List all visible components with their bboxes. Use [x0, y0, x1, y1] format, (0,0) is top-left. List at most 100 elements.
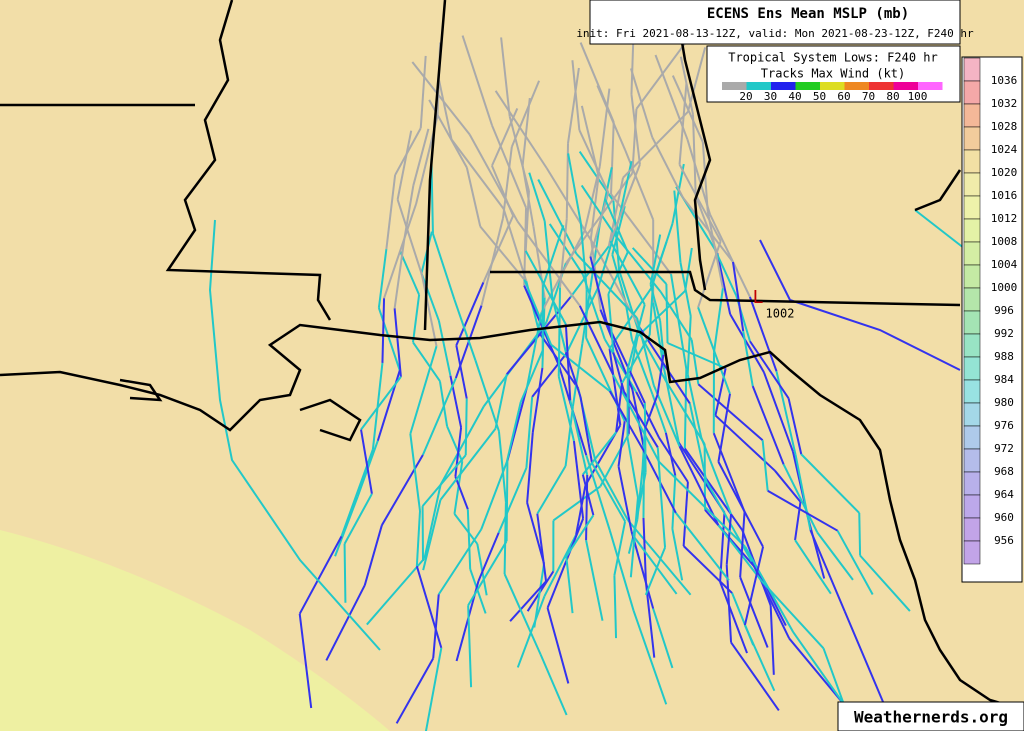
track-segment — [607, 293, 615, 353]
track-segment — [467, 540, 508, 606]
track-segment — [565, 286, 600, 355]
coastline — [119, 378, 163, 402]
track-segment — [510, 80, 541, 148]
track-segment — [531, 353, 567, 398]
track-segment — [415, 565, 443, 649]
track-segment — [578, 305, 615, 376]
track-segment — [298, 535, 343, 615]
track-segment — [671, 163, 685, 224]
track-segment — [575, 253, 638, 319]
pressure-swatch — [963, 356, 981, 381]
track-segment — [671, 528, 684, 581]
pressure-label: 988 — [994, 350, 1014, 363]
track-segment — [667, 342, 727, 370]
track-segment — [763, 371, 794, 453]
track-segment — [717, 393, 731, 462]
track-segment — [843, 610, 885, 704]
track-segment — [543, 220, 554, 298]
track-segment — [605, 321, 646, 404]
tracks — [208, 29, 981, 731]
track-segment — [437, 528, 483, 595]
track-segment — [579, 396, 594, 464]
track-segment — [658, 461, 746, 548]
track-segment — [438, 80, 453, 140]
track-segment — [579, 222, 588, 290]
track-segment — [678, 445, 720, 526]
track-segment — [686, 315, 692, 375]
track-segment — [524, 250, 567, 325]
track-segment — [682, 545, 733, 594]
track-segment — [610, 122, 615, 195]
coastline — [299, 398, 362, 442]
track-segment — [688, 403, 708, 482]
track-segment — [589, 224, 601, 288]
track-segment — [652, 302, 665, 365]
track-segment — [739, 576, 769, 648]
track-segment — [366, 557, 426, 626]
track-segment — [572, 440, 585, 519]
wind-label: 80 — [886, 90, 899, 103]
track-segment — [360, 376, 402, 431]
track-segment — [497, 431, 507, 503]
credit-box — [837, 701, 1024, 731]
track-segment — [686, 47, 707, 113]
track-segment — [617, 466, 633, 532]
track-segment — [697, 307, 731, 395]
track-segment — [580, 184, 616, 236]
pressure-label: 968 — [994, 465, 1014, 478]
track-segment — [624, 149, 655, 221]
pressure-swatch — [963, 80, 981, 105]
track-segment — [446, 425, 464, 462]
track-segment — [671, 475, 677, 529]
coastline — [0, 320, 1024, 712]
track-segment — [325, 584, 366, 661]
track-segment — [743, 624, 776, 692]
track-segment — [383, 203, 418, 299]
track-segment — [719, 581, 748, 654]
track-segment — [494, 90, 548, 169]
track-segment — [474, 359, 500, 432]
track-segment — [501, 146, 513, 219]
track-segment — [343, 543, 347, 603]
wind-swatch — [771, 82, 796, 90]
track-segment — [411, 61, 471, 136]
track-segment — [569, 400, 589, 476]
track-segment — [454, 476, 469, 510]
pressure-swatch — [963, 264, 981, 289]
track-segment — [545, 167, 599, 253]
track-segment — [712, 432, 746, 513]
track-segment — [536, 465, 567, 515]
track-segment — [589, 176, 600, 239]
low-symbol: L — [753, 287, 764, 308]
wind-label: 100 — [908, 90, 928, 103]
track-segment — [697, 240, 722, 308]
pressure-label: 960 — [994, 511, 1014, 524]
track-segment — [594, 459, 629, 521]
track-segment — [455, 345, 468, 399]
track-segment — [467, 605, 473, 688]
track-segment — [582, 431, 617, 476]
track-segment — [787, 398, 803, 455]
track-segment — [432, 594, 440, 659]
track-segment — [589, 256, 608, 322]
track-segment — [809, 529, 846, 612]
track-segment — [437, 320, 452, 377]
track-segment — [454, 427, 463, 477]
track-segment — [523, 279, 553, 346]
track-segment — [670, 273, 688, 370]
track-segment — [409, 433, 421, 512]
track-segment — [548, 223, 584, 276]
track-segment — [704, 509, 760, 573]
state-border — [914, 169, 962, 212]
track-segment — [800, 453, 860, 514]
pressure-label: 964 — [994, 488, 1014, 501]
track-segment — [541, 225, 565, 287]
pressure-swatch — [963, 287, 981, 312]
track-segment — [716, 252, 732, 315]
track-segment — [626, 437, 639, 498]
track-segment — [567, 67, 580, 144]
track-segment — [525, 312, 543, 388]
track-segment — [502, 208, 528, 282]
track-legend-box — [706, 45, 961, 103]
